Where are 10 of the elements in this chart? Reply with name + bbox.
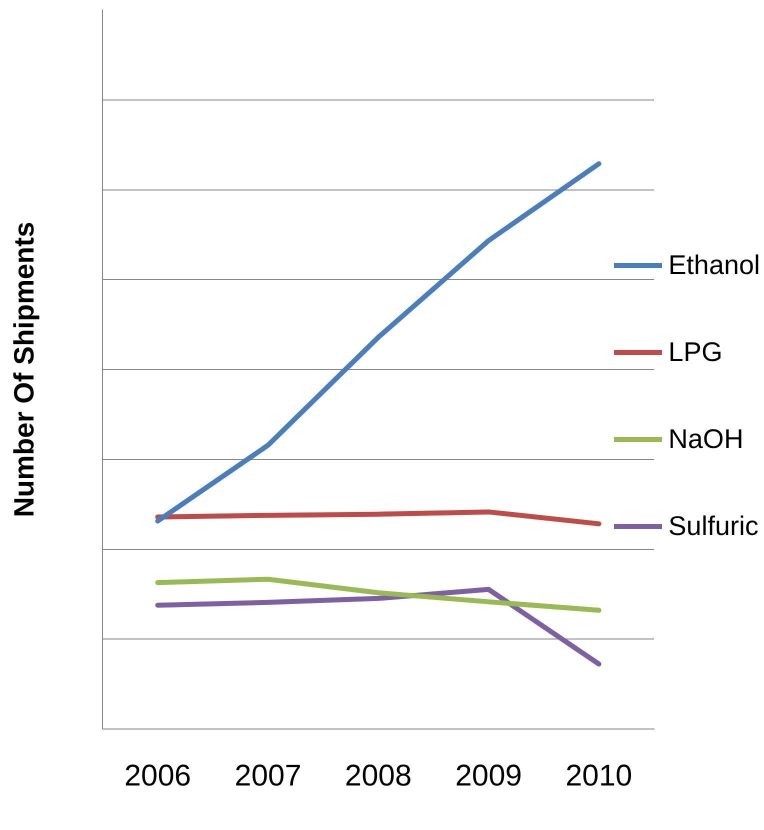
x-tick-label: 2009 (455, 759, 522, 792)
x-tick-label: 2008 (344, 759, 412, 792)
x-tick-label: 2007 (234, 759, 302, 792)
legend-label: LPG (668, 336, 722, 368)
legend-label: Ethanol (668, 250, 760, 280)
legend-label: NaOH (668, 424, 744, 454)
legend-label: Sulfuric (668, 510, 758, 542)
y-axis-title: Number Of Shipments (8, 222, 40, 518)
x-tick-label: 2010 (565, 759, 632, 792)
x-tick-label: 2006 (124, 759, 192, 792)
